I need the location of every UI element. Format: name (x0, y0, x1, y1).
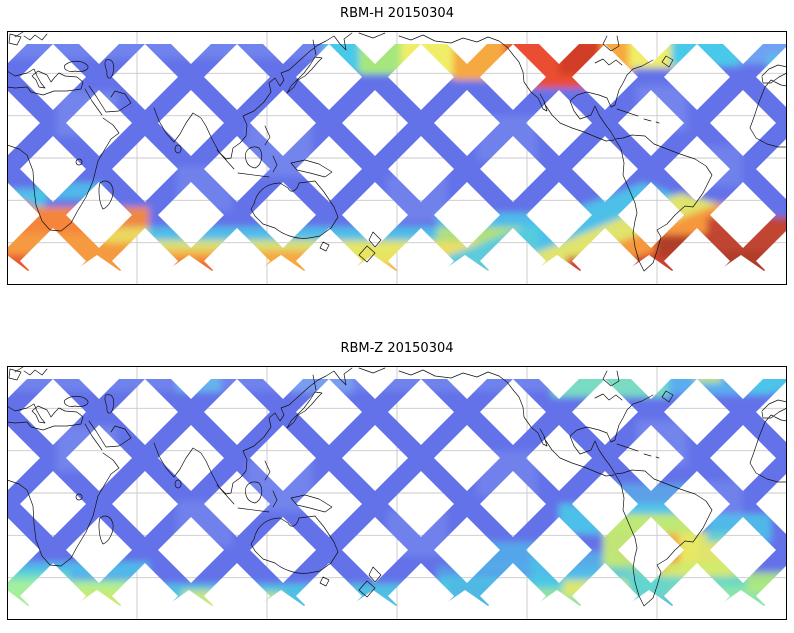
map-panel-rbm-z (7, 366, 787, 620)
map-panel-rbm-h (7, 31, 787, 285)
plot-border (7, 31, 787, 285)
map-plot-svg (7, 31, 787, 285)
panel-title-rbm-h: RBM-H 20150304 (340, 6, 454, 21)
plot-border (7, 366, 787, 620)
coastlines (7, 366, 787, 607)
panel-title-rbm-z: RBM-Z 20150304 (340, 341, 454, 356)
swath-data-layer (7, 36, 787, 279)
coastlines (7, 31, 787, 272)
swath-data-layer (7, 371, 787, 614)
map-plot-svg (7, 366, 787, 620)
